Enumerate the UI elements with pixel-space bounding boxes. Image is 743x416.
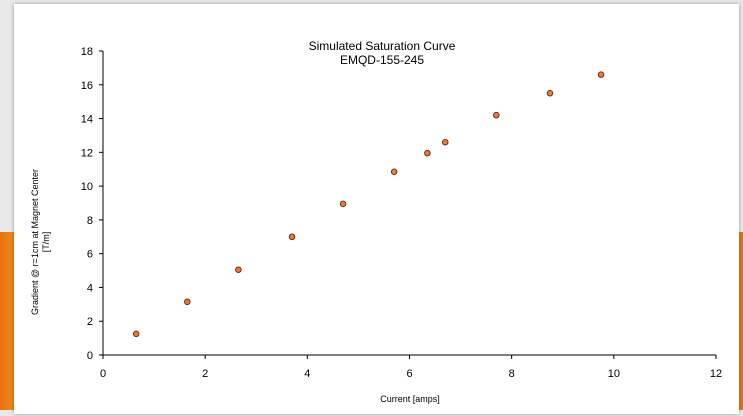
x-tick-label: 2	[202, 368, 208, 380]
data-point	[546, 89, 554, 97]
data-point	[424, 149, 431, 157]
y-axis-label-line2: [T/m]	[41, 232, 51, 253]
y-tick-label: 6	[87, 249, 93, 261]
x-tick-label: 12	[710, 368, 722, 380]
y-axis-label-line1: Gradient @ r=1cm at Magnet Center	[30, 169, 40, 315]
y-tick-label: 10	[81, 181, 93, 193]
chart-frame	[14, 4, 739, 414]
data-point	[493, 111, 500, 119]
data-point	[442, 138, 449, 146]
y-tick-label: 8	[87, 215, 93, 227]
y-tick-label: 18	[81, 46, 93, 58]
data-point	[390, 168, 398, 176]
data-point	[132, 330, 140, 338]
y-tick-label: 12	[81, 147, 93, 159]
x-tick-label: 6	[406, 368, 412, 380]
x-tick-label: 10	[608, 368, 620, 380]
data-point	[184, 298, 191, 306]
data-point	[235, 266, 242, 273]
chart-subtitle: EMQD-155-245	[340, 53, 424, 67]
x-axis-label: Current [amps]	[380, 394, 440, 404]
data-point	[339, 200, 347, 208]
y-tick-label: 14	[81, 114, 93, 126]
x-tick-label: 0	[100, 368, 106, 380]
data-point	[288, 233, 296, 241]
axes: 0 2 4 6 8 10 12 14 16 18 0 2 4 6 8 10 12	[81, 46, 722, 380]
y-tick-label: 2	[87, 316, 93, 328]
x-tick-label: 4	[304, 368, 310, 380]
x-tick-label: 8	[509, 368, 515, 380]
data-points	[132, 71, 605, 338]
chart-title: Simulated Saturation Curve	[309, 39, 456, 53]
y-tick-label: 0	[87, 350, 93, 362]
y-tick-label: 16	[81, 80, 93, 92]
data-point	[597, 71, 605, 78]
y-tick-label: 4	[87, 282, 93, 294]
